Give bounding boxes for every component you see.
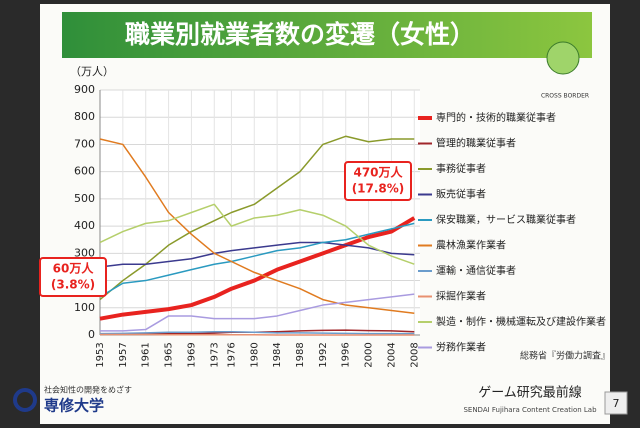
legend-label: 保安職業，サービス職業従事者	[436, 213, 576, 226]
legend-label: 管理的職業従事者	[436, 137, 516, 150]
annotation-text: (3.8%)	[51, 278, 95, 292]
annotation-box	[39, 257, 107, 297]
y-tick-label: 900	[74, 83, 95, 96]
y-tick-label: 700	[74, 137, 95, 150]
series-line	[100, 293, 415, 332]
y-tick-label: 500	[74, 192, 95, 205]
chart-title: 職業別就業者数の変遷（女性）	[125, 20, 475, 49]
legend-label: 労務作業者	[436, 341, 486, 354]
x-tick-label: 1961	[141, 342, 152, 367]
y-axis-label: （万人）	[70, 65, 114, 78]
annotation-box	[344, 161, 412, 201]
series-line	[99, 330, 415, 335]
legend-label: 農林漁業作業者	[436, 239, 506, 252]
series-line	[99, 241, 415, 268]
legend-label: 製造・制作・機械運転及び建設作業者	[436, 315, 606, 328]
x-tick-label: 1992	[318, 342, 329, 367]
legend-label: 専門的・技術的職業従事者	[436, 111, 556, 124]
x-tick-label: 1976	[226, 342, 237, 367]
legend-label: 事務従事者	[436, 162, 486, 175]
logo-circle	[546, 41, 580, 75]
x-tick-label: 2008	[409, 342, 420, 367]
x-tick-label: 2004	[386, 342, 397, 367]
legend-label: 採掘作業者	[436, 290, 486, 303]
x-tick-label: 1953	[95, 342, 106, 367]
series-line	[100, 333, 415, 336]
source: 総務省『労働力調査』	[520, 350, 610, 362]
x-tick-label: 1980	[249, 342, 260, 367]
x-tick-label: 1973	[209, 342, 220, 367]
y-tick-label: 300	[74, 246, 95, 259]
annotation-text: (17.8%)	[352, 182, 405, 196]
legend-label: 販売従事者	[436, 188, 486, 201]
university-motto: 社会知性の開発をめざす	[44, 385, 132, 395]
series-line	[99, 222, 415, 298]
x-tick-label: 2000	[364, 342, 375, 367]
y-tick-label: 0	[88, 328, 95, 341]
series-line	[99, 138, 415, 314]
logo-text: CROSS BORDER	[541, 93, 589, 100]
y-tick-label: 100	[74, 301, 95, 314]
series-line	[99, 203, 415, 265]
series-line	[99, 135, 415, 301]
x-tick-label: 1996	[341, 342, 352, 367]
x-tick-label: 1965	[164, 342, 175, 367]
page-box	[604, 391, 628, 415]
y-tick-label: 600	[74, 165, 95, 178]
x-tick-label: 1984	[272, 342, 283, 367]
plot-area	[100, 90, 420, 335]
x-tick-label: 1969	[186, 342, 197, 367]
legend-label: 運輸・通信従事者	[436, 264, 516, 277]
title-bar	[62, 12, 592, 58]
y-tick-label: 400	[74, 219, 95, 232]
page-number: 7	[613, 397, 620, 410]
x-tick-label: 1957	[118, 342, 129, 367]
annotation-text: 60万人	[53, 261, 95, 276]
lab-name: SENDAI Fujihara Content Creation Lab	[463, 406, 597, 414]
series-title: ゲーム研究最前線	[478, 385, 582, 401]
x-tick-label: 1988	[295, 342, 306, 367]
y-tick-label: 800	[74, 110, 95, 123]
university-name: 専修大学	[44, 397, 104, 415]
university-logo	[13, 388, 37, 412]
annotation-text: 470万人	[353, 165, 403, 180]
